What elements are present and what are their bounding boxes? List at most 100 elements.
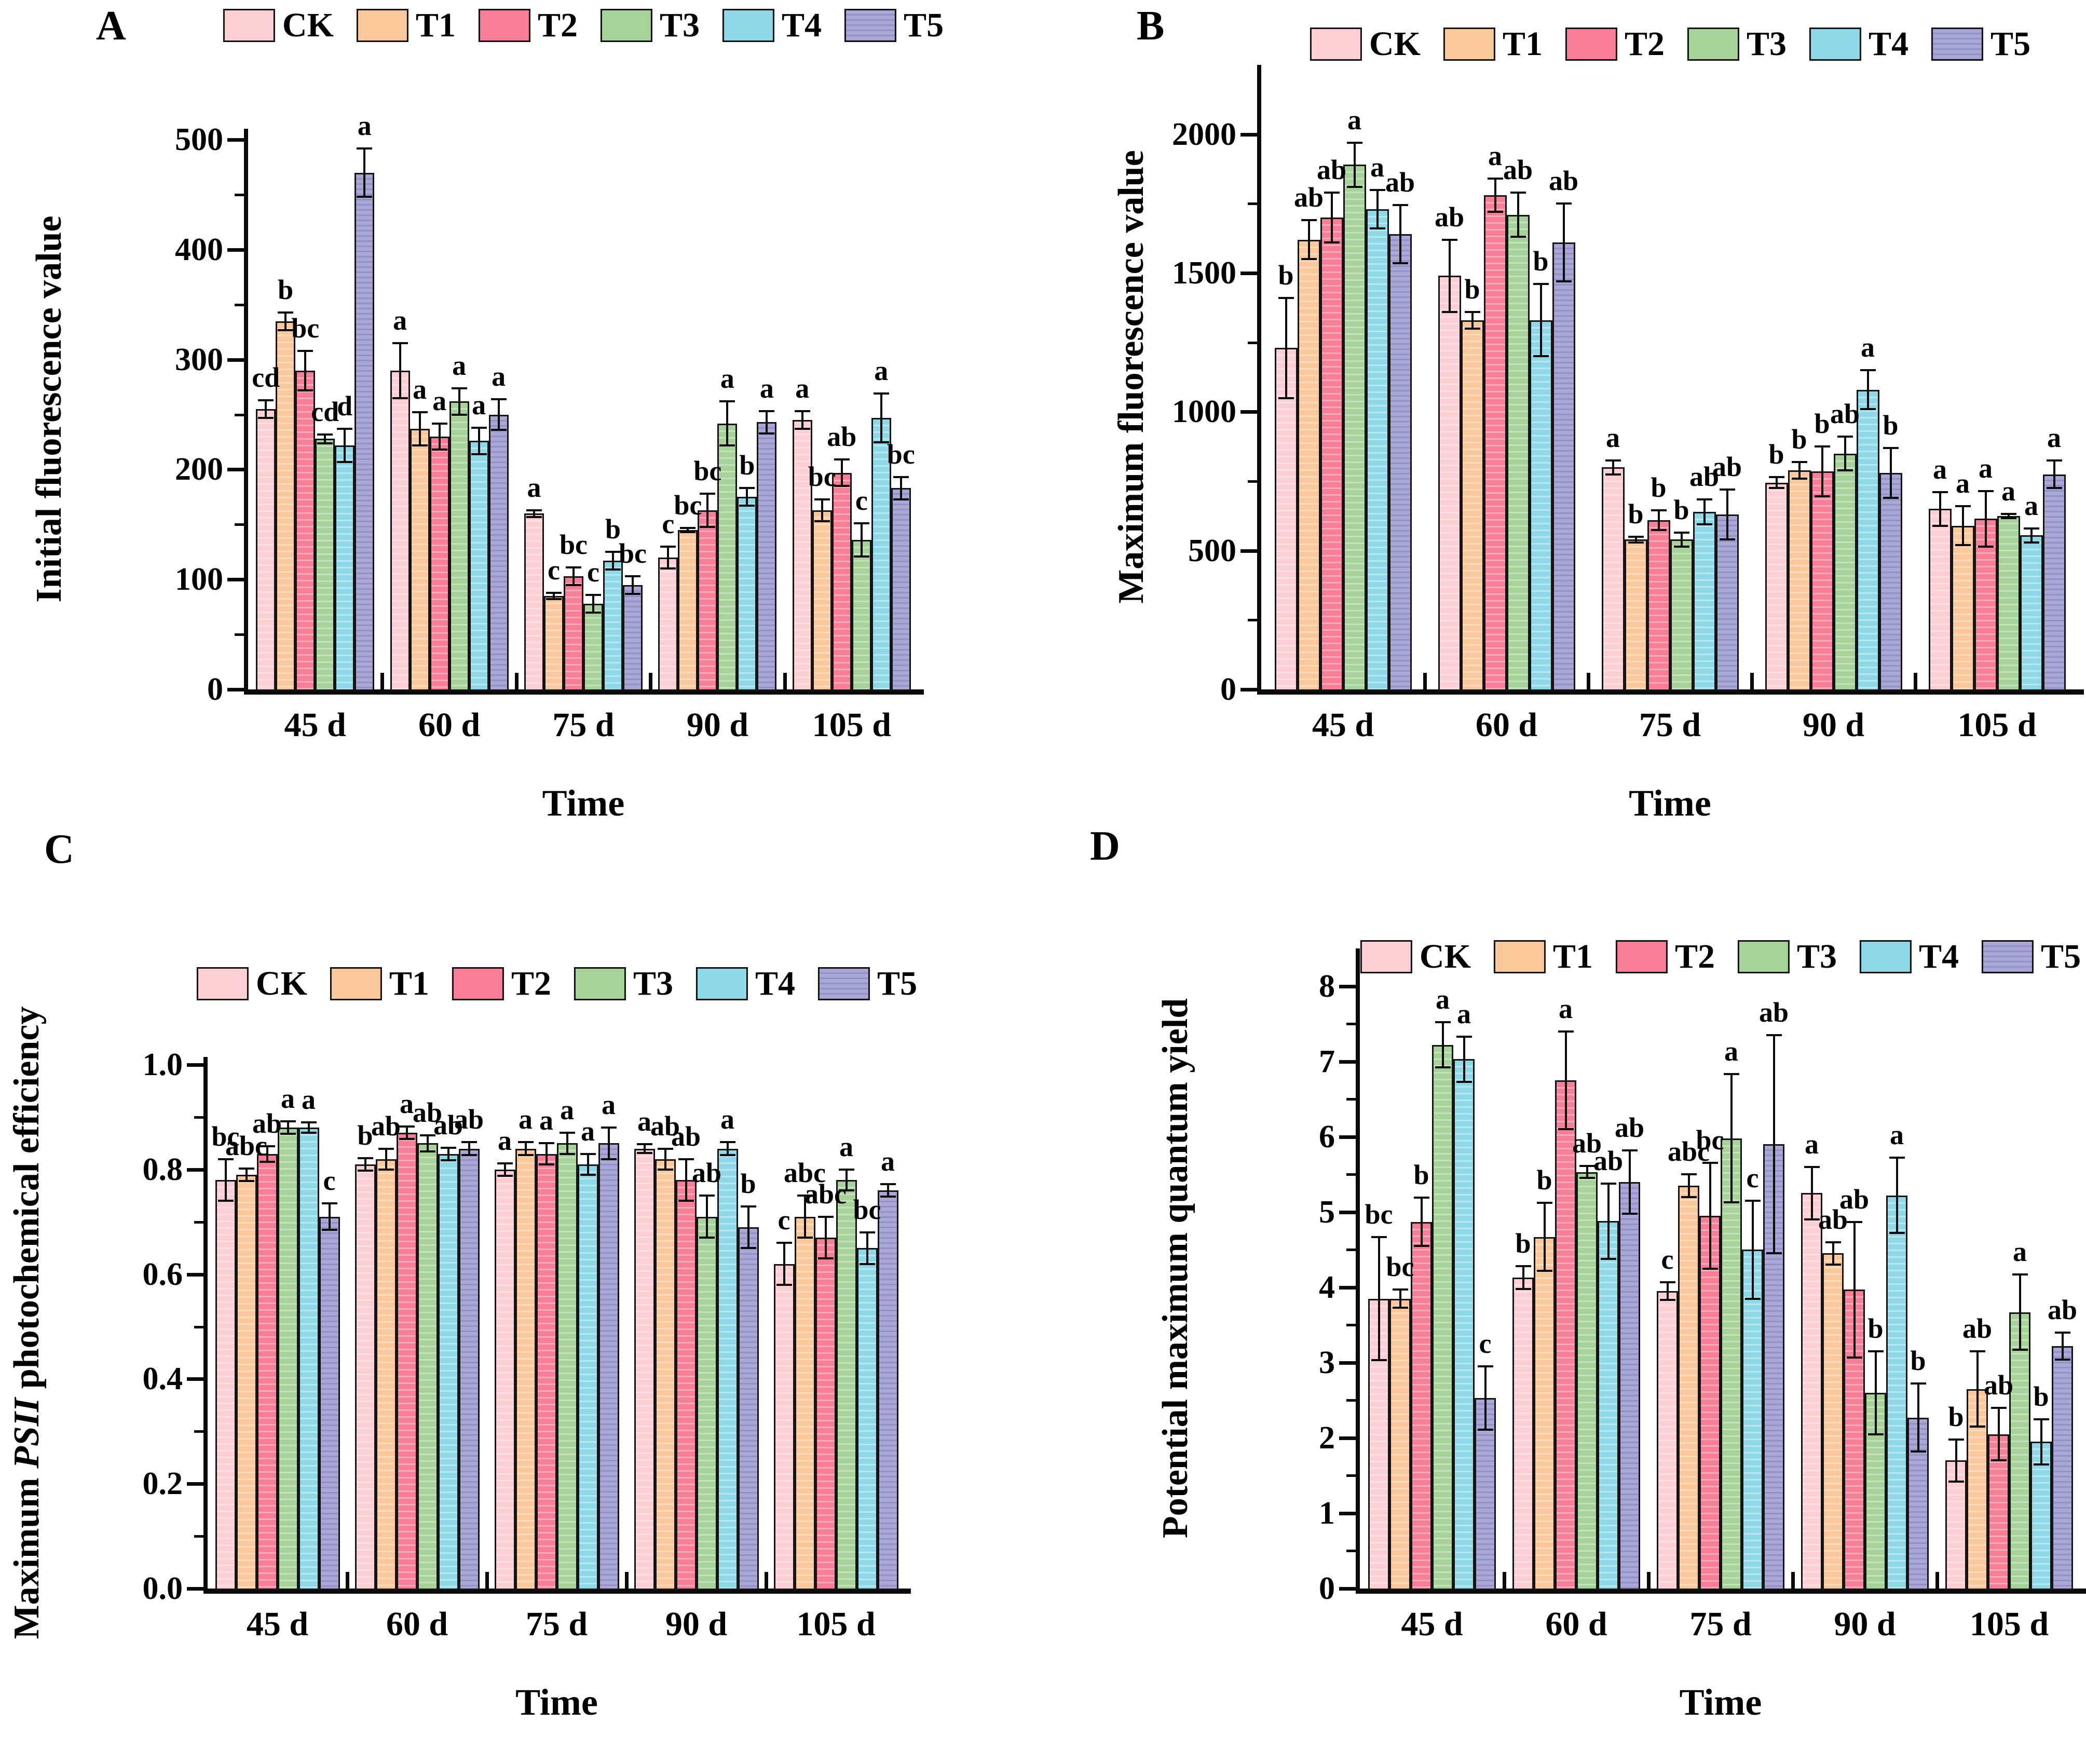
- error-bar: [419, 412, 421, 445]
- legend-swatch-T5: [818, 967, 870, 1000]
- x-tick-label: 60 d: [1545, 1605, 1607, 1644]
- y-major-tick: [227, 358, 244, 362]
- error-bar-cap-bottom: [1769, 487, 1784, 489]
- y-tick-label: 0: [1220, 1570, 1335, 1607]
- bar-T1-75d: [515, 1149, 536, 1590]
- sig-letter: b: [1380, 1159, 1463, 1190]
- error-bar-cap-bottom: [1393, 1307, 1408, 1309]
- error-bar-cap-top: [874, 392, 889, 395]
- legend-item-T1: T1: [330, 967, 429, 1001]
- bar-T3-90d: [1834, 454, 1857, 691]
- bar-T5-75d: [1716, 514, 1739, 691]
- bar-CK-45d: [1275, 348, 1298, 691]
- error-bar: [1776, 477, 1778, 488]
- error-bar: [1726, 490, 1728, 539]
- error-bar: [1331, 193, 1333, 242]
- legend-item-T3: T3: [601, 8, 700, 43]
- legend-label-T2: T2: [538, 8, 578, 43]
- error-bar: [2053, 460, 2055, 488]
- sig-letter: ab: [1359, 167, 1442, 198]
- error-bar: [1798, 462, 1801, 479]
- error-bar-cap-top: [2034, 1418, 2049, 1420]
- bar-T4-90d: [717, 1149, 738, 1590]
- sig-letter: c: [1711, 1162, 1794, 1193]
- error-bar-cap-top: [1681, 1173, 1697, 1175]
- y-axis-title-part: Potential maximum quantum yield: [1155, 998, 1195, 1538]
- error-bar-cap-bottom: [860, 1263, 875, 1265]
- sig-letter: ab: [2021, 1294, 2086, 1325]
- error-bar-cap-bottom: [839, 1189, 854, 1191]
- error-bar-cap-top: [776, 1242, 792, 1244]
- y-major-tick: [187, 1168, 203, 1172]
- bar-T3-45d: [315, 439, 335, 691]
- error-bar-cap-top: [1889, 1157, 1905, 1159]
- error-bar-cap-bottom: [1556, 280, 1572, 282]
- legend-swatch-T4: [1809, 28, 1861, 61]
- error-bar-cap-top: [1371, 1236, 1387, 1238]
- x-boundary-tick: [1503, 1572, 1506, 1589]
- error-bar-cap-bottom: [337, 461, 352, 463]
- y-tick-label: 0.4: [67, 1361, 183, 1397]
- legend-label-T3: T3: [660, 8, 700, 43]
- legend-swatch-T1: [1494, 940, 1546, 973]
- sig-letter: b: [1245, 260, 1328, 291]
- error-bar-cap-bottom: [1724, 1201, 1739, 1203]
- error-bar: [1896, 1158, 1898, 1233]
- error-bar-cap-top: [1745, 1200, 1761, 1202]
- error-bar-cap-top: [1628, 536, 1644, 538]
- error-bar: [363, 148, 365, 197]
- x-boundary-tick: [1647, 1572, 1651, 1589]
- error-bar-cap-bottom: [1955, 544, 1971, 546]
- y-axis-title-part: Maximum fluorescence value: [1111, 150, 1151, 604]
- y-tick-label: 500: [108, 121, 223, 158]
- error-bar-cap-top: [1815, 445, 1830, 447]
- error-bar-cap-bottom: [420, 1150, 435, 1152]
- error-bar-cap-bottom: [1622, 1213, 1638, 1215]
- y-major-tick: [187, 1587, 203, 1591]
- error-bar-cap-bottom: [1651, 529, 1667, 531]
- bar-CK-105d: [774, 1264, 795, 1590]
- x-boundary-tick: [515, 673, 519, 689]
- error-bar: [880, 393, 882, 442]
- error-bar-cap-bottom: [741, 1247, 756, 1249]
- error-bar-cap-bottom: [1414, 1245, 1429, 1247]
- y-minor-tick: [194, 1221, 203, 1224]
- legend-label-T4: T4: [755, 967, 795, 1001]
- error-bar-cap-bottom: [2055, 1359, 2070, 1361]
- bar-T5-90d: [1879, 473, 1902, 691]
- error-bar: [861, 523, 863, 557]
- sig-letter: b: [1499, 246, 1583, 277]
- error-bar: [1544, 1203, 1546, 1271]
- bar-CK-105d: [1929, 509, 1952, 691]
- legend-swatch-CK: [1310, 28, 1362, 61]
- bar-T1-90d: [655, 1159, 676, 1590]
- error-bar-cap-top: [1605, 459, 1621, 462]
- error-bar: [746, 488, 748, 506]
- sig-letter: c: [820, 485, 903, 516]
- sig-letter: b: [1849, 410, 1932, 441]
- bar-T3-90d: [697, 1217, 717, 1590]
- error-bar: [1844, 437, 1846, 470]
- y-axis-title-italic-part: PSII: [7, 1398, 47, 1469]
- error-bar: [1607, 1184, 1610, 1259]
- sig-letter: a: [359, 305, 442, 336]
- error-bar-cap-bottom: [1720, 538, 1735, 540]
- x-tick-label: 75 d: [552, 706, 614, 744]
- y-major-tick: [227, 138, 244, 142]
- x-tick-label: 45 d: [284, 706, 346, 744]
- error-bar: [2030, 528, 2033, 542]
- error-bar-cap-top: [1724, 1073, 1739, 1075]
- error-bar: [1773, 1035, 1775, 1254]
- error-bar: [632, 576, 634, 594]
- error-bar-cap-bottom: [1889, 1232, 1905, 1234]
- sig-letter: a: [567, 1089, 650, 1120]
- legend-swatch-T5: [1931, 28, 1983, 61]
- error-bar: [1540, 284, 1542, 356]
- error-bar-cap-bottom: [461, 1154, 477, 1156]
- sig-letter: a: [1313, 104, 1396, 135]
- error-bar-cap-top: [1414, 1197, 1429, 1199]
- legend-label-T4: T4: [782, 8, 822, 43]
- error-bar: [329, 1203, 331, 1229]
- legend-item-CK: CK: [1360, 940, 1471, 974]
